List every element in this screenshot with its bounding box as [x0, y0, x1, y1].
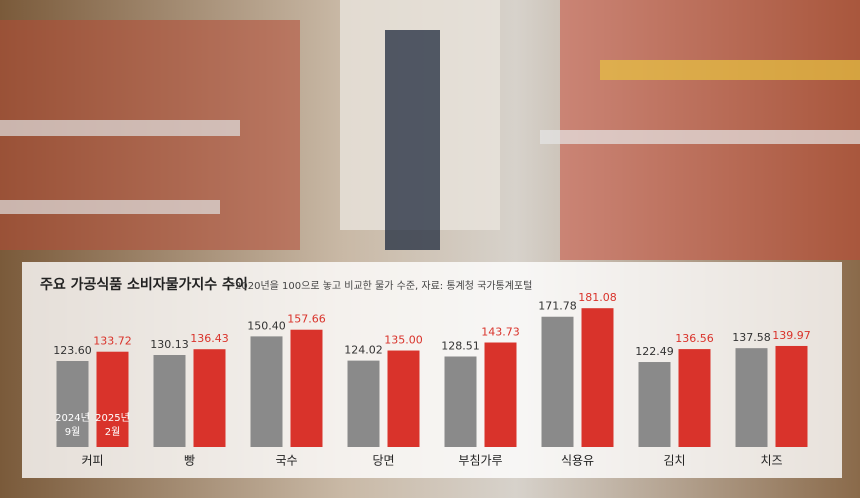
x-tick-label: 빵: [184, 454, 195, 468]
value-label: 128.51: [441, 339, 480, 352]
value-label: 133.72: [93, 335, 132, 348]
bar: [638, 362, 671, 447]
value-label: 136.56: [675, 332, 714, 345]
value-label: 136.43: [190, 332, 229, 345]
chart-title: 주요 가공식품 소비자물가지수 추이: [40, 276, 248, 293]
bar: [250, 336, 283, 447]
bar: [581, 308, 614, 447]
bar: [347, 360, 380, 447]
legend-label: 2024년 9월: [55, 412, 90, 438]
x-tick-label: 식용유: [561, 454, 594, 468]
value-label: 135.00: [384, 334, 423, 347]
value-label: 130.13: [150, 338, 189, 351]
x-tick-label: 국수: [275, 454, 297, 468]
x-tick-label: 당면: [372, 454, 394, 468]
value-label: 122.49: [635, 345, 674, 358]
x-tick-label: 부침가루: [458, 454, 502, 468]
bar: [444, 356, 477, 447]
x-tick-label: 김치: [663, 454, 685, 468]
bar: [678, 349, 711, 447]
bar: [96, 351, 129, 447]
value-label: 143.73: [481, 326, 520, 339]
value-label: 139.97: [772, 329, 811, 342]
legend-label: 2025년 2월: [95, 412, 130, 438]
bar: [484, 342, 517, 447]
value-label: 124.02: [344, 344, 383, 357]
value-label: 157.66: [287, 313, 326, 326]
bar: [775, 345, 808, 447]
chart-subtitle: *2020년을 100으로 놓고 비교한 물가 수준, 자료: 통계청 국가통계…: [230, 280, 532, 292]
value-label: 123.60: [53, 344, 92, 357]
bar: [153, 355, 186, 447]
bar: [735, 348, 768, 447]
x-tick-label: 치즈: [760, 454, 782, 468]
bar: [541, 316, 574, 447]
value-label: 137.58: [732, 331, 771, 344]
bar: [290, 329, 323, 447]
value-label: 181.08: [578, 291, 617, 304]
chart-panel: [22, 262, 842, 478]
value-label: 171.78: [538, 300, 577, 313]
value-label: 150.40: [247, 319, 286, 332]
x-tick-label: 커피: [81, 454, 103, 468]
bar: [56, 361, 89, 447]
bar: [193, 349, 226, 447]
bar: [387, 350, 420, 447]
